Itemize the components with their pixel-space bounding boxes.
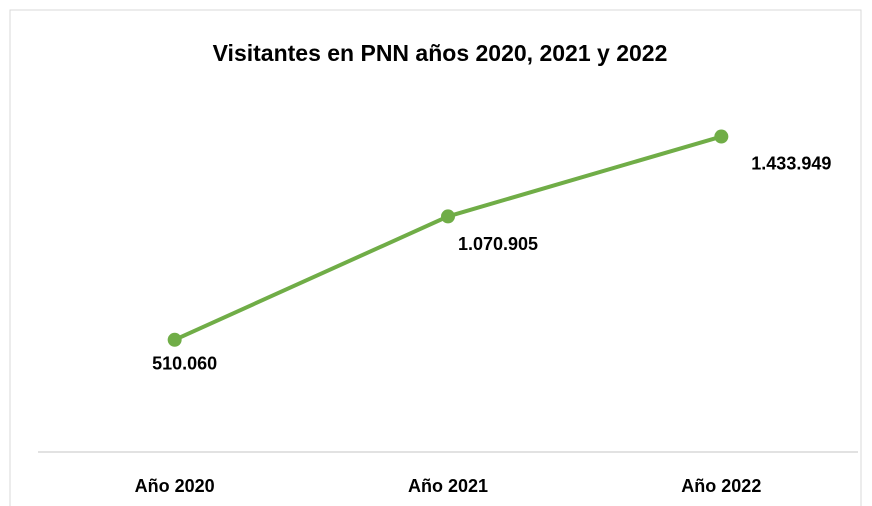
chart-frame [9,9,862,506]
x-tick-label: Año 2020 [135,476,215,496]
marker [167,332,182,347]
data-label: 1.070.905 [458,234,538,254]
data-label: 510.060 [152,354,217,374]
x-tick-label: Año 2021 [408,476,488,496]
marker [441,209,455,224]
x-tick-label: Año 2022 [681,476,761,496]
marker [714,129,729,144]
chart-title: Visitantes en PNN años 2020, 2021 y 2022 [213,40,668,66]
data-label: 1.433.949 [751,153,831,173]
